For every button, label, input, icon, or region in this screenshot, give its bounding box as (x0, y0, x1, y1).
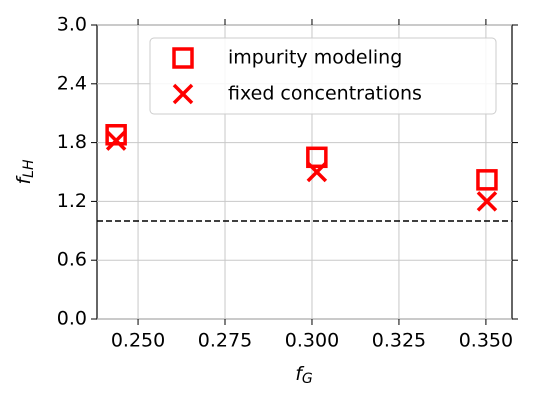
y-tick-label: 0.0 (57, 308, 87, 330)
y-tick-label: 1.8 (57, 131, 87, 153)
y-tick-label: 0.6 (57, 249, 87, 271)
legend-box (149, 37, 497, 115)
x-label-sub: G (302, 371, 313, 387)
x-tick-label: 0.275 (198, 330, 252, 352)
y-label-sub: LH (21, 159, 37, 178)
legend-label: impurity modeling (228, 47, 402, 69)
x-axis-label: fG (295, 363, 313, 388)
marker-x (105, 130, 127, 151)
x-label-main: f (295, 363, 305, 385)
y-axis-label: fLH (13, 159, 38, 185)
marker-square (172, 47, 194, 69)
marker-x (476, 191, 498, 212)
marker-x (306, 161, 328, 183)
x-tick-label: 0.350 (459, 330, 513, 352)
legend-label: fixed concentrations (228, 83, 422, 105)
y-tick-label: 2.4 (57, 72, 87, 94)
y-label-main: f (13, 175, 35, 185)
x-tick-label: 0.325 (372, 330, 426, 352)
marker-square (105, 124, 127, 146)
marker-square (306, 146, 328, 169)
y-tick-label: 3.0 (57, 14, 87, 36)
x-tick-label: 0.250 (111, 330, 165, 352)
marker-square (476, 169, 498, 191)
y-tick-label: 1.2 (57, 190, 87, 212)
marker-x (172, 83, 194, 105)
x-tick-label: 0.300 (285, 330, 339, 352)
